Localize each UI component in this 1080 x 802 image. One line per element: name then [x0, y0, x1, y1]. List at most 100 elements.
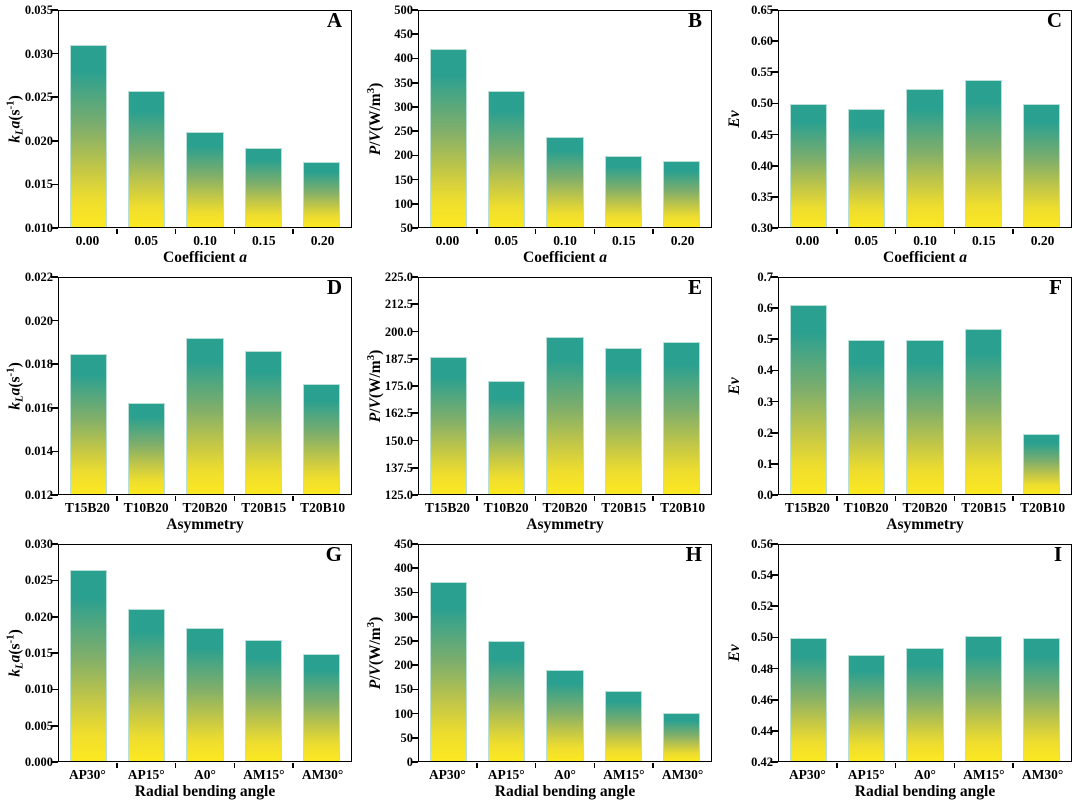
y-tick-label: 0.5: [757, 332, 773, 347]
y-tick-label: 150: [394, 682, 413, 697]
x-tick-label: T15B20: [424, 500, 470, 515]
y-tick-mark: [411, 615, 418, 618]
y-tick-label: 0.016: [24, 400, 53, 415]
y-axis-title-text: Ev: [726, 377, 744, 394]
bar-AP30deg: [789, 637, 827, 761]
x-tick-label: 0.05: [854, 233, 878, 248]
y-axis-title-part: L: [13, 662, 26, 670]
x-tick-label: A0°: [914, 767, 936, 782]
y-tick-mark: [51, 761, 58, 763]
x-tick-mark: [593, 495, 596, 501]
x-tick-label: T20B10: [300, 500, 346, 515]
plot-area-i: I: [778, 542, 1072, 762]
x-tick-mark: [534, 228, 537, 234]
y-axis-title-text: Ev: [726, 110, 744, 127]
y-tick-mark: [771, 307, 778, 310]
x-tick-label: 0.05: [134, 233, 158, 248]
plot-area-b: B: [418, 8, 712, 228]
y-tick-label: 225.0: [384, 270, 413, 284]
bar-0.00: [69, 44, 107, 227]
y-tick-label: 0.000: [24, 755, 53, 769]
y-axis-title-part: (s: [6, 109, 24, 121]
y-tick-mark: [51, 96, 58, 99]
y-tick-label: 0.025: [24, 573, 53, 588]
bar-AM30deg: [303, 653, 341, 761]
y-tick-mark: [51, 407, 58, 409]
y-tick-mark: [411, 57, 418, 60]
x-axis-title: Radial bending angle: [778, 783, 1072, 800]
y-tick-label: 0.0: [757, 488, 773, 502]
x-tick-label: 0.15: [251, 233, 276, 248]
x-axis-title-part: Coefficient: [883, 249, 960, 266]
x-tick-mark: [593, 762, 596, 768]
y-axis-title-part: (s: [6, 376, 24, 388]
y-tick-mark: [411, 202, 418, 205]
y-axis-title-part: Ev: [726, 644, 743, 662]
bar-T10B20: [487, 380, 526, 494]
bar-AP15deg: [127, 609, 166, 761]
x-tick-label: AP30°: [68, 767, 106, 782]
y-tick-mark: [771, 71, 778, 74]
y-tick-mark: [411, 494, 418, 496]
y-tick-mark: [51, 183, 58, 186]
x-tick-label: AM30°: [1021, 767, 1064, 782]
y-tick-mark: [771, 574, 778, 577]
y-axis-title-part: -1: [4, 634, 17, 644]
panel-letter-e: E: [687, 275, 702, 299]
y-tick-mark: [411, 712, 418, 715]
bar-T20B20: [186, 338, 224, 494]
y-tick-label: 450: [394, 537, 413, 551]
y-tick-mark: [411, 106, 418, 108]
x-axis-title: Asymmetry: [58, 516, 352, 533]
chart-panel-d: kLa(s-1) D 0.012 0.014 0.016 0.018 0.020 0.022 T…: [0, 267, 360, 534]
y-axis-title-text: P/V(W/m3): [365, 83, 385, 156]
bar-0.20: [663, 160, 701, 227]
bar-A0deg: [906, 648, 944, 761]
x-tick-label: AP30°: [788, 767, 826, 782]
x-tick-label: 0.20: [310, 233, 335, 248]
x-tick-label: A0°: [554, 767, 576, 782]
y-tick-label: 0.54: [751, 568, 773, 583]
bar-0.15: [964, 79, 1003, 227]
y-tick-label: 0.45: [751, 127, 773, 142]
y-tick-label: 0.55: [751, 65, 773, 80]
plot-area-h: H: [418, 542, 712, 762]
x-tick-label: T20B20: [902, 500, 948, 515]
x-axis-title: Radial bending angle: [418, 783, 712, 800]
x-tick-label: T15B20: [64, 500, 110, 515]
x-tick-mark: [233, 228, 236, 234]
x-tick-mark: [894, 228, 897, 234]
y-tick-mark: [411, 439, 418, 442]
bar-AP30deg: [429, 582, 467, 761]
x-tick-label: T15B20: [784, 500, 830, 515]
bar-T20B10: [663, 341, 701, 494]
y-tick-label: 100: [394, 706, 413, 721]
y-tick-mark: [771, 667, 778, 670]
bar-0.00: [429, 48, 467, 227]
bar-0.10: [906, 88, 944, 227]
y-tick-mark: [411, 761, 418, 763]
x-tick-label: AM30°: [661, 767, 704, 782]
x-tick-label: AP15°: [127, 767, 165, 782]
y-tick-label: 0.46: [751, 692, 773, 707]
chart-panel-c: Ev C 0.30 0.35 0.40 0.45 0.50 0.55 0.60 0.65 0.00 0…: [720, 0, 1080, 267]
x-tick-mark: [174, 762, 177, 768]
bar-0.20: [1023, 103, 1061, 227]
x-tick-mark: [836, 495, 838, 501]
x-tick-label: AM30°: [301, 767, 344, 782]
bar-AM15deg: [244, 640, 283, 761]
y-tick-mark: [411, 9, 418, 11]
y-tick-label: 0.50: [751, 96, 773, 111]
bar-0.05: [487, 91, 526, 227]
chart-panel-f: Ev F 0.0 0.1 0.2 0.3 0.4 0.5 0.6 0.7 T15B20 T10B20 T…: [720, 267, 1080, 534]
y-tick-label: 0.030: [24, 46, 53, 61]
y-tick-mark: [51, 615, 58, 618]
y-tick-label: 0.2: [757, 425, 773, 440]
panel-letter-d: D: [326, 275, 342, 299]
x-axis-title-part: a: [959, 249, 967, 266]
x-tick-label: 0.20: [1030, 233, 1055, 248]
y-tick-label: 150.0: [384, 433, 413, 448]
y-tick-mark: [411, 330, 418, 333]
bar-T20B10: [1023, 433, 1061, 494]
x-axis-title-part: Asymmetry: [166, 516, 244, 533]
